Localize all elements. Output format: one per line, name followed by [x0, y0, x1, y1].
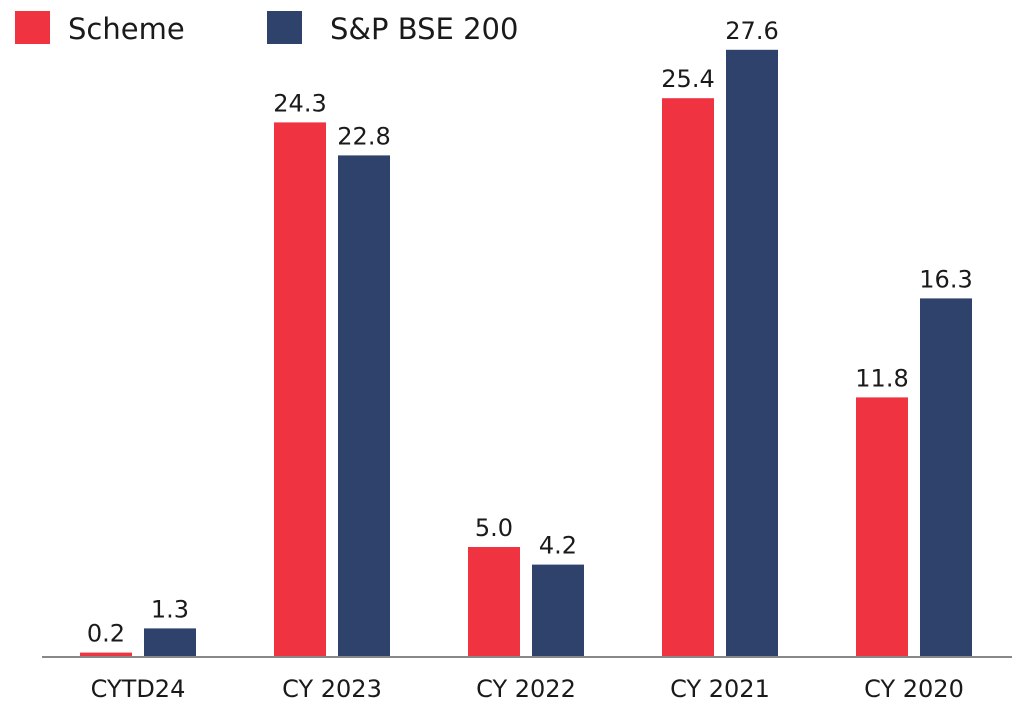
- bar-s-p-bse-200-cytd24: [144, 628, 196, 657]
- legend-swatch-bse-200: [267, 11, 302, 44]
- value-label-scheme-cy-2022: 5.0: [475, 514, 513, 542]
- value-label-s-p-bse-200-cy-2022: 4.2: [539, 532, 577, 560]
- legend-swatch-scheme: [15, 11, 50, 44]
- bar-scheme-cy-2023: [274, 122, 326, 657]
- legend-label-scheme: Scheme: [68, 12, 185, 46]
- bar-s-p-bse-200-cy-2023: [338, 155, 390, 657]
- x-tick-label-cy-2022: CY 2022: [476, 675, 576, 703]
- x-tick-label-cy-2021: CY 2021: [670, 675, 770, 703]
- value-label-scheme-cy-2023: 24.3: [273, 89, 326, 117]
- bar-s-p-bse-200-cy-2021: [726, 49, 778, 658]
- x-tick-labels-group: CYTD24 CY 2023 CY 2022 CY 2021 CY 2020: [91, 675, 964, 703]
- legend: Scheme S&P BSE 200: [15, 11, 518, 46]
- bar-scheme-cy-2022: [468, 547, 520, 657]
- value-label-scheme-cy-2020: 11.8: [855, 364, 908, 392]
- value-label-s-p-bse-200-cy-2023: 22.8: [337, 122, 390, 150]
- value-label-s-p-bse-200-cy-2021: 27.6: [725, 17, 778, 45]
- bar-scheme-cy-2020: [856, 397, 908, 657]
- legend-label-bse-200: S&P BSE 200: [330, 12, 518, 46]
- value-label-s-p-bse-200-cy-2020: 16.3: [919, 265, 972, 293]
- bars-group: [80, 49, 972, 658]
- value-label-s-p-bse-200-cytd24: 1.3: [151, 595, 189, 623]
- value-label-scheme-cytd24: 0.2: [87, 620, 125, 648]
- x-tick-label-cytd24: CYTD24: [91, 675, 186, 703]
- value-labels-group: 0.2 1.3 24.3 22.8 5.0 4.2 25.4 27.6 11.8 16.3: [87, 17, 973, 648]
- x-tick-label-cy-2023: CY 2023: [282, 675, 382, 703]
- bar-s-p-bse-200-cy-2022: [532, 564, 584, 657]
- bar-scheme-cy-2021: [662, 98, 714, 657]
- x-tick-label-cy-2020: CY 2020: [864, 675, 964, 703]
- bar-scheme-cytd24: [80, 652, 132, 657]
- value-label-scheme-cy-2021: 25.4: [661, 65, 714, 93]
- bar-s-p-bse-200-cy-2020: [920, 298, 972, 657]
